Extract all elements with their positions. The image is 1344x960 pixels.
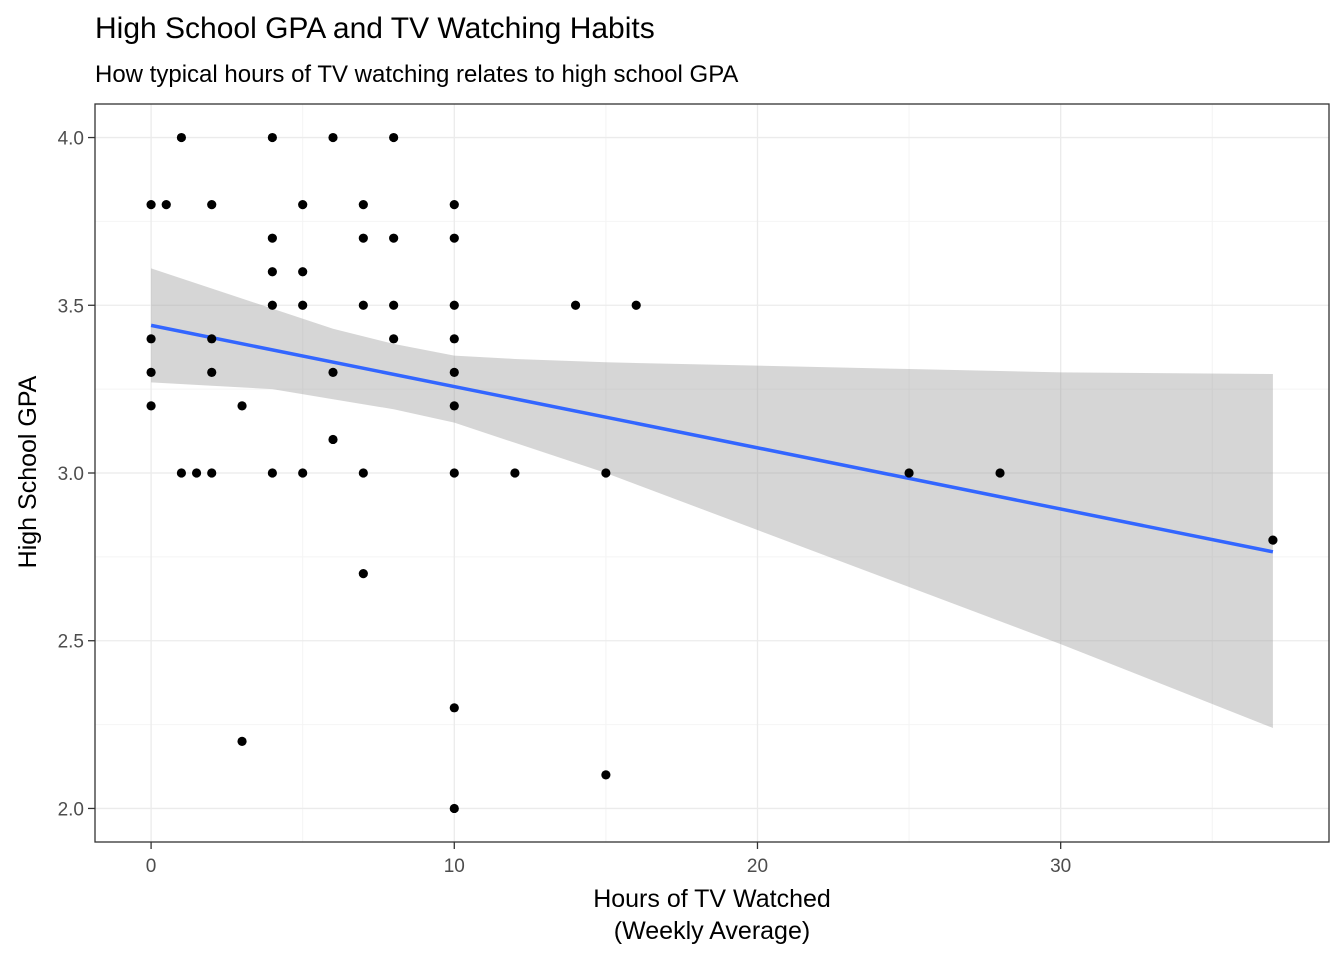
data-point: [191, 468, 202, 478]
data-point: [449, 367, 459, 377]
y-axis-title: High School GPA: [14, 375, 42, 568]
data-point: [146, 334, 156, 344]
data-point: [146, 401, 156, 411]
data-point: [298, 200, 308, 210]
grid-lines: [95, 104, 1329, 842]
y-axis-ticks: 2.0 2.5 3.0 3.5 4.0: [58, 129, 95, 820]
data-point: [207, 468, 217, 478]
data-point: [570, 300, 581, 310]
data-point: [161, 200, 171, 210]
y-tick-label: 4.0: [58, 129, 84, 150]
chart-subtitle: How typical hours of TV watching relates…: [95, 61, 739, 88]
data-point: [298, 468, 308, 478]
data-point: [449, 468, 459, 478]
data-point: [298, 300, 308, 310]
data-point: [267, 468, 277, 478]
data-point: [389, 233, 399, 243]
data-point: [298, 267, 308, 277]
data-point: [207, 200, 217, 210]
y-tick-label: 2.0: [58, 799, 84, 820]
fit-line-layer: [150, 323, 1274, 554]
data-point: [449, 803, 459, 814]
data-point: [267, 267, 277, 277]
data-point: [449, 300, 459, 310]
data-point: [631, 300, 641, 310]
data-point: [1268, 535, 1278, 545]
chart-title: High School GPA and TV Watching Habits: [95, 12, 655, 45]
data-point: [328, 434, 338, 445]
data-point: [449, 334, 459, 344]
data-point: [449, 233, 459, 243]
data-point: [267, 233, 277, 243]
data-point: [146, 367, 156, 377]
data-point: [358, 468, 368, 478]
x-tick-label: 20: [747, 856, 768, 877]
data-point: [358, 200, 368, 210]
data-points: [146, 132, 1278, 814]
data-point: [389, 132, 399, 143]
data-point: [904, 468, 914, 478]
x-axis-ticks: 0 10 20 30: [146, 842, 1071, 877]
data-point: [449, 401, 459, 411]
data-point: [358, 233, 368, 243]
x-axis-title-line-1: Hours of TV Watched: [593, 885, 831, 913]
data-point: [328, 367, 338, 377]
data-point: [267, 300, 277, 310]
confidence-band-layer: [151, 268, 1273, 728]
x-tick-label: 0: [146, 856, 157, 877]
regression-line: [150, 323, 1274, 554]
x-axis-title-line-2: (Weekly Average): [614, 917, 810, 945]
data-point: [237, 401, 247, 411]
data-point: [389, 334, 399, 344]
data-point: [358, 569, 368, 579]
y-tick-label: 2.5: [58, 632, 84, 653]
data-point: [176, 468, 187, 478]
data-point: [510, 468, 520, 478]
data-point: [449, 703, 459, 713]
data-point: [995, 468, 1005, 478]
data-point: [176, 132, 187, 143]
x-tick-label: 30: [1050, 856, 1071, 877]
confidence-band: [151, 268, 1273, 728]
data-point: [449, 200, 459, 210]
data-point: [328, 132, 338, 143]
data-point: [601, 468, 611, 478]
data-point: [207, 334, 217, 344]
data-point: [146, 200, 156, 210]
y-tick-label: 3.5: [58, 296, 84, 317]
data-point: [601, 770, 611, 780]
x-tick-label: 10: [444, 856, 465, 877]
data-point: [207, 367, 217, 377]
data-point: [389, 300, 399, 310]
data-point: [358, 300, 368, 310]
data-point: [267, 132, 277, 143]
y-tick-label: 3.0: [58, 464, 84, 485]
data-point: [237, 736, 247, 746]
